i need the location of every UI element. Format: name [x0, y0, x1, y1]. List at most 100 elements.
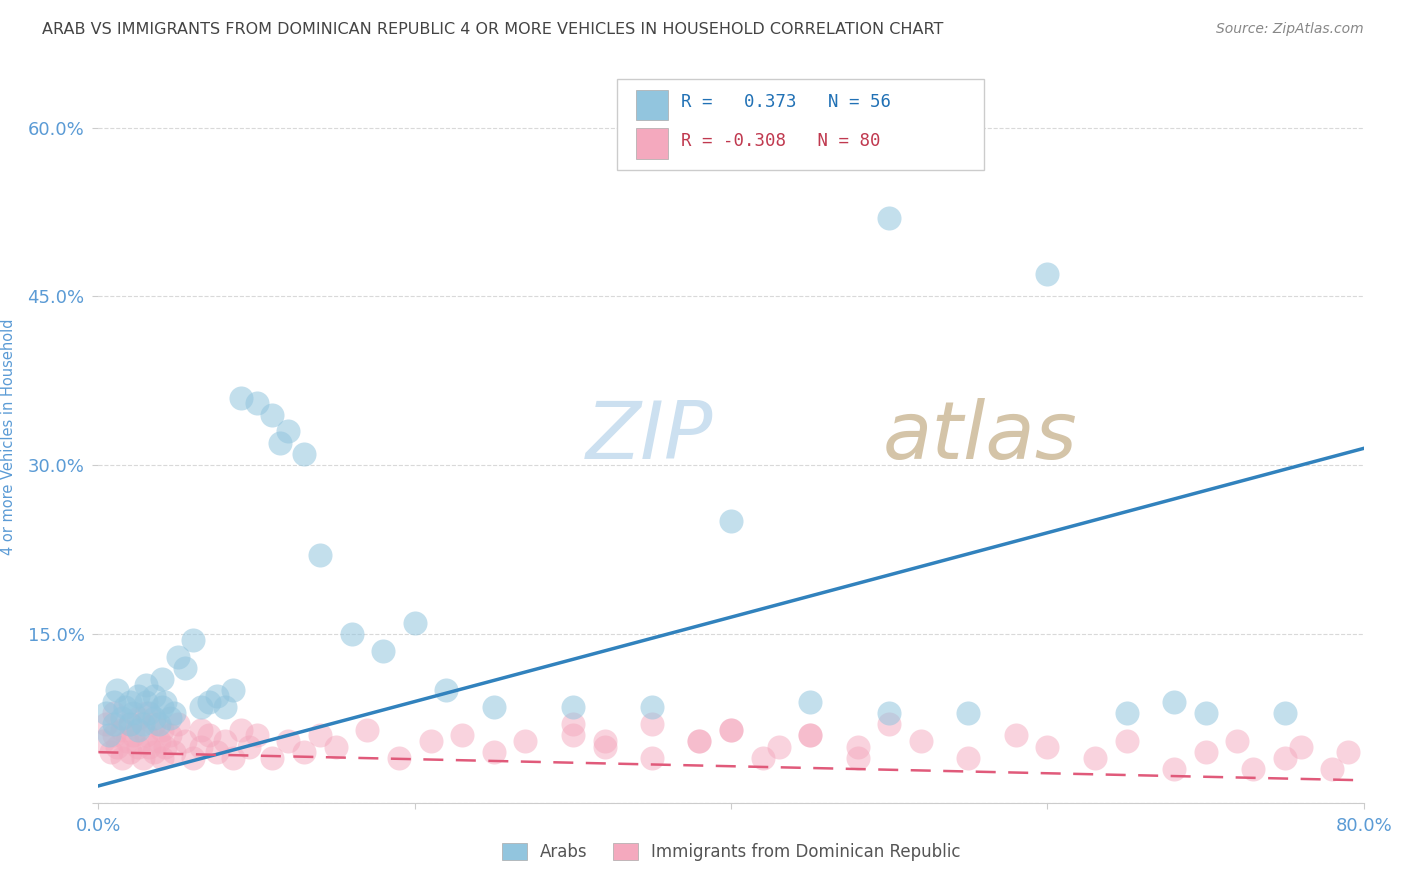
Point: [292, 745, 315, 759]
Point: [388, 751, 411, 765]
Point: [153, 739, 176, 754]
Text: Source: ZipAtlas.com: Source: ZipAtlas.com: [1216, 22, 1364, 37]
Point: [419, 734, 441, 748]
Point: [205, 745, 228, 759]
Point: [148, 717, 170, 731]
Point: [127, 689, 149, 703]
Point: [122, 728, 145, 742]
Point: [96, 717, 118, 731]
Point: [183, 751, 205, 765]
Point: [103, 728, 125, 742]
Point: [142, 745, 165, 759]
Point: [135, 706, 157, 720]
Point: [277, 734, 299, 748]
Point: [107, 739, 129, 754]
Point: [561, 700, 585, 714]
Text: ZIP: ZIP: [585, 398, 713, 476]
Point: [957, 751, 980, 765]
Point: [720, 723, 742, 737]
Point: [277, 425, 299, 439]
Point: [120, 717, 141, 731]
Point: [122, 706, 145, 720]
Point: [114, 700, 136, 714]
Point: [214, 700, 236, 714]
Point: [222, 751, 245, 765]
Point: [1004, 728, 1026, 742]
Point: [688, 734, 710, 748]
Point: [96, 706, 118, 720]
Point: [720, 515, 742, 529]
Point: [138, 739, 160, 754]
Point: [561, 717, 585, 731]
Point: [1274, 751, 1296, 765]
Point: [1289, 739, 1312, 754]
Point: [309, 548, 332, 562]
Point: [159, 728, 181, 742]
Point: [799, 694, 821, 708]
Point: [198, 694, 221, 708]
Point: [103, 706, 125, 720]
Point: [451, 728, 474, 742]
Point: [340, 627, 363, 641]
Point: [641, 751, 664, 765]
FancyBboxPatch shape: [617, 78, 984, 170]
Point: [641, 717, 664, 731]
Point: [1274, 706, 1296, 720]
Point: [150, 700, 173, 714]
Point: [132, 751, 155, 765]
Point: [515, 734, 537, 748]
Point: [404, 615, 426, 630]
Point: [111, 723, 134, 737]
Point: [222, 683, 245, 698]
Point: [150, 751, 173, 765]
Point: [720, 723, 742, 737]
Legend: Arabs, Immigrants from Dominican Republic: Arabs, Immigrants from Dominican Republi…: [495, 836, 967, 868]
Point: [325, 739, 347, 754]
Point: [561, 728, 585, 742]
Point: [1036, 267, 1059, 281]
Point: [127, 723, 149, 737]
Point: [120, 745, 141, 759]
Point: [229, 391, 252, 405]
Bar: [636, 89, 668, 120]
Point: [120, 717, 141, 731]
Point: [174, 661, 197, 675]
Point: [142, 717, 165, 731]
Point: [482, 745, 505, 759]
Point: [100, 745, 122, 759]
Point: [107, 683, 129, 698]
Text: ARAB VS IMMIGRANTS FROM DOMINICAN REPUBLIC 4 OR MORE VEHICLES IN HOUSEHOLD CORRE: ARAB VS IMMIGRANTS FROM DOMINICAN REPUBL…: [42, 22, 943, 37]
Point: [269, 435, 291, 450]
Point: [1241, 762, 1264, 776]
Point: [163, 706, 186, 720]
Point: [1194, 706, 1216, 720]
Point: [103, 694, 125, 708]
Point: [148, 734, 170, 748]
Point: [292, 447, 315, 461]
Point: [163, 745, 186, 759]
Point: [138, 706, 160, 720]
Point: [1322, 762, 1344, 776]
Point: [1115, 734, 1137, 748]
Point: [1337, 745, 1360, 759]
Point: [1115, 706, 1137, 720]
Point: [190, 700, 212, 714]
Point: [877, 211, 900, 225]
Point: [877, 717, 900, 731]
Point: [238, 739, 260, 754]
Point: [198, 728, 221, 742]
Point: [142, 689, 165, 703]
Point: [751, 751, 773, 765]
Point: [127, 739, 149, 754]
Point: [246, 728, 269, 742]
Point: [688, 734, 710, 748]
Point: [183, 632, 205, 647]
Point: [190, 723, 212, 737]
Point: [593, 739, 616, 754]
Point: [799, 728, 821, 742]
Point: [877, 706, 900, 720]
Point: [111, 711, 134, 725]
Point: [190, 739, 212, 754]
Point: [482, 700, 505, 714]
Point: [166, 649, 188, 664]
